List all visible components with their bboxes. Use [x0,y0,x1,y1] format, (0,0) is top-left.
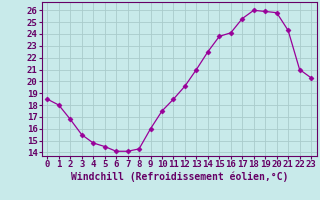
X-axis label: Windchill (Refroidissement éolien,°C): Windchill (Refroidissement éolien,°C) [70,172,288,182]
